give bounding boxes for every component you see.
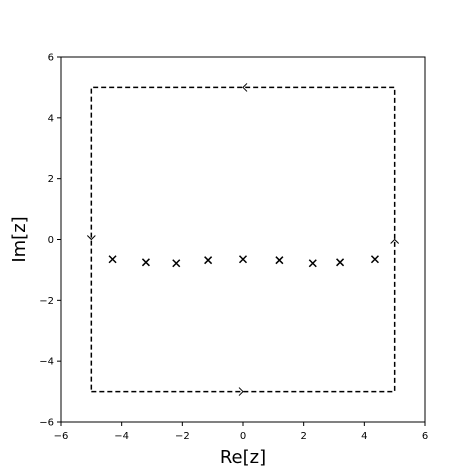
y-axis-label: Im[z]: [9, 216, 30, 262]
pole-marker: [275, 256, 284, 265]
axes-frame: [60, 56, 426, 423]
x-axis-label: Re[z]: [220, 447, 266, 468]
x-tick-label: −6: [54, 431, 69, 442]
x-tick-label: 0: [240, 431, 246, 442]
contour-arrow-left: [242, 83, 248, 92]
y-tick-label: 0: [48, 235, 54, 246]
contour-arrow-down: [86, 235, 96, 241]
x-tick-label: −2: [175, 431, 190, 442]
pole-marker: [370, 255, 379, 264]
pole-marker: [108, 255, 117, 264]
contour-arrow-up: [390, 238, 400, 244]
x-tick-label: 6: [422, 431, 428, 442]
points-layer: [108, 255, 379, 268]
y-tick-label: −2: [39, 296, 54, 307]
x-tick-label: 2: [300, 431, 306, 442]
y-tick-label: −6: [39, 418, 54, 429]
contour-layer: [86, 83, 400, 396]
y-tick-label: 4: [48, 113, 54, 124]
y-tick-label: 6: [48, 53, 54, 64]
pole-marker: [141, 258, 150, 267]
x-tick-label: −4: [114, 431, 129, 442]
pole-marker: [204, 256, 213, 265]
pole-marker: [238, 255, 248, 264]
contour-arrow-right: [238, 387, 244, 396]
ticks-layer: −6 −4 −2 0 2 4 6 −6 −4 −2 0 2 4 6: [39, 53, 428, 443]
contour-path: [90, 86, 396, 393]
y-tick-label: 2: [48, 174, 54, 185]
y-tick-label: −4: [39, 357, 54, 368]
pole-marker: [172, 259, 181, 268]
pole-marker: [336, 258, 345, 267]
pole-marker: [308, 259, 317, 268]
x-tick-label: 4: [361, 431, 367, 442]
